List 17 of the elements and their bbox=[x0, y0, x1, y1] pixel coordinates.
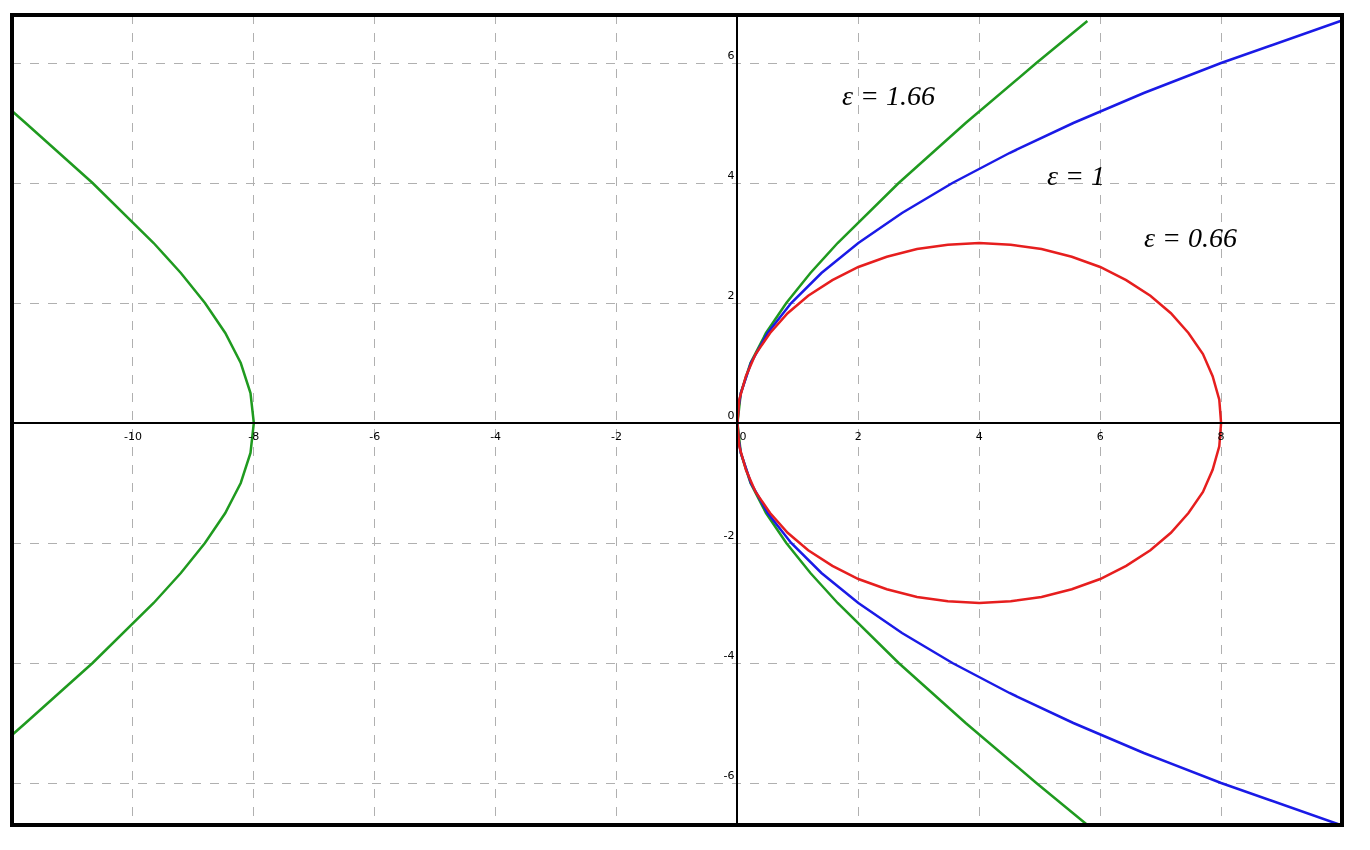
annotation: ε = 1 bbox=[1047, 160, 1105, 191]
x-tick-label: -2 bbox=[611, 429, 623, 443]
y-tick-label: -6 bbox=[723, 769, 735, 783]
annotation: ε = 1.66 bbox=[842, 80, 935, 111]
x-tick-label: 4 bbox=[975, 429, 983, 443]
x-tick-label: -4 bbox=[490, 429, 502, 443]
x-tick-label: 6 bbox=[1096, 429, 1104, 443]
y-tick-label: 6 bbox=[727, 49, 735, 63]
annotation: ε = 0.66 bbox=[1144, 222, 1237, 253]
x-tick-label: -10 bbox=[123, 429, 142, 443]
y-tick-label: 4 bbox=[727, 169, 735, 183]
y-tick-label: 2 bbox=[727, 289, 735, 303]
x-tick-label: -6 bbox=[369, 429, 381, 443]
y-tick-label: 0 bbox=[727, 409, 735, 423]
x-tick-label: 2 bbox=[854, 429, 862, 443]
y-tick-label: -4 bbox=[723, 649, 735, 663]
y-tick-label: -2 bbox=[723, 529, 735, 543]
